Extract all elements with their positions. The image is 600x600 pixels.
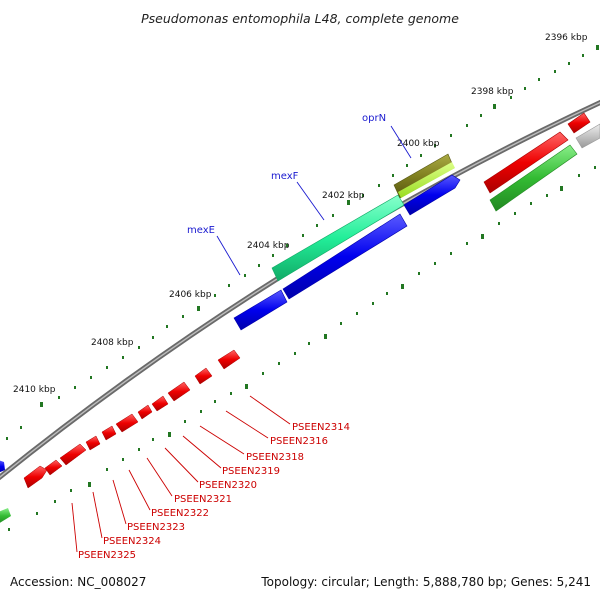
feature-green xyxy=(489,144,578,212)
locus-label: PSEEN2318 xyxy=(246,452,304,463)
feature-gray xyxy=(575,123,600,149)
gene-arrow-red xyxy=(115,413,139,433)
gene-label-oprN: oprN xyxy=(362,113,386,124)
feature-red-small xyxy=(567,112,591,134)
kbp-label: 2402 kbp xyxy=(322,191,365,201)
genome-summary-text: Topology: circular; Length: 5,888,780 bp… xyxy=(260,575,591,589)
feature-blue-mexF xyxy=(282,213,408,300)
feature-green-left xyxy=(0,508,11,523)
gene-arrow-red xyxy=(59,443,87,466)
kbp-label: 2398 kbp xyxy=(471,87,514,97)
gene-arrow-red xyxy=(167,381,191,402)
locus-label: PSEEN2314 xyxy=(292,422,350,433)
kbp-label: 2404 kbp xyxy=(247,241,290,251)
kbp-label: 2408 kbp xyxy=(91,338,134,348)
feature-blue-mexE xyxy=(233,289,288,331)
gene-arrow-red xyxy=(137,404,153,420)
outer-tick-ring xyxy=(6,45,599,440)
feature-blue-oprN xyxy=(403,174,461,216)
red-leaders xyxy=(71,395,291,553)
kbp-label: 2396 kbp xyxy=(545,33,588,43)
feature-lime xyxy=(398,162,455,198)
gene-label-mexF: mexF xyxy=(271,171,299,182)
accession-text: Accession: NC_008027 xyxy=(10,575,146,589)
gene-arrow-red xyxy=(23,465,48,489)
locus-label: PSEEN2316 xyxy=(270,436,328,447)
gene-arrow-red xyxy=(44,459,63,476)
feature-red-upper xyxy=(483,131,569,194)
gene-arrow-red xyxy=(85,435,101,451)
blue-leaders xyxy=(216,125,412,276)
locus-label: PSEEN2320 xyxy=(199,480,257,491)
gene-arrow-red xyxy=(217,349,241,370)
gene-label-mexE: mexE xyxy=(187,225,215,236)
gene-arrow-red xyxy=(194,367,213,385)
locus-label: PSEEN2324 xyxy=(103,536,161,547)
gene-arrow-red xyxy=(101,425,117,441)
feature-blue-left xyxy=(0,460,5,473)
locus-label: PSEEN2321 xyxy=(174,494,232,505)
forward-features xyxy=(0,112,600,523)
locus-label: PSEEN2323 xyxy=(127,522,185,533)
gene-arrow-red xyxy=(151,395,169,412)
inner-tick-ring xyxy=(8,166,596,531)
reverse-features xyxy=(23,349,241,489)
locus-label: PSEEN2322 xyxy=(151,508,209,519)
locus-label: PSEEN2325 xyxy=(78,550,136,561)
map-title: Pseudomonas entomophila L48, complete ge… xyxy=(141,11,459,26)
kbp-label: 2406 kbp xyxy=(169,290,212,300)
kbp-label: 2400 kbp xyxy=(397,139,440,149)
locus-label: PSEEN2319 xyxy=(222,466,280,477)
kbp-label: 2410 kbp xyxy=(13,385,56,395)
